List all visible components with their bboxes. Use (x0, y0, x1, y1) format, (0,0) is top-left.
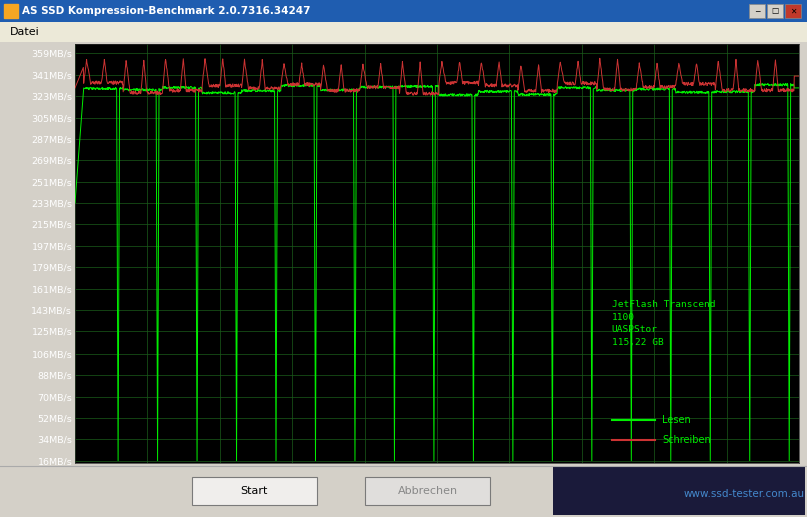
Bar (785, 4, 801, 18)
Text: JetFlash Transcend
1100
UASPStor
115,22 GB: JetFlash Transcend 1100 UASPStor 115,22 … (612, 300, 715, 347)
Bar (767, 4, 783, 18)
Bar (192, 478, 316, 505)
Text: Lesen: Lesen (663, 415, 692, 424)
Text: www.ssd-tester.com.au: www.ssd-tester.com.au (684, 489, 805, 498)
Text: AS SSD Kompression-Benchmark 2.0.7316.34247: AS SSD Kompression-Benchmark 2.0.7316.34… (22, 6, 311, 16)
Text: Schreiben: Schreiben (663, 435, 711, 445)
Bar (365, 478, 491, 505)
Text: ✕: ✕ (790, 7, 797, 16)
Text: ─: ─ (755, 7, 759, 16)
Bar (4, 4, 18, 18)
Text: □: □ (771, 7, 779, 16)
Text: Start: Start (240, 486, 268, 496)
Bar (553, 467, 805, 515)
Text: Datei: Datei (10, 27, 40, 37)
Bar (749, 4, 765, 18)
Text: Abbrechen: Abbrechen (398, 486, 458, 496)
